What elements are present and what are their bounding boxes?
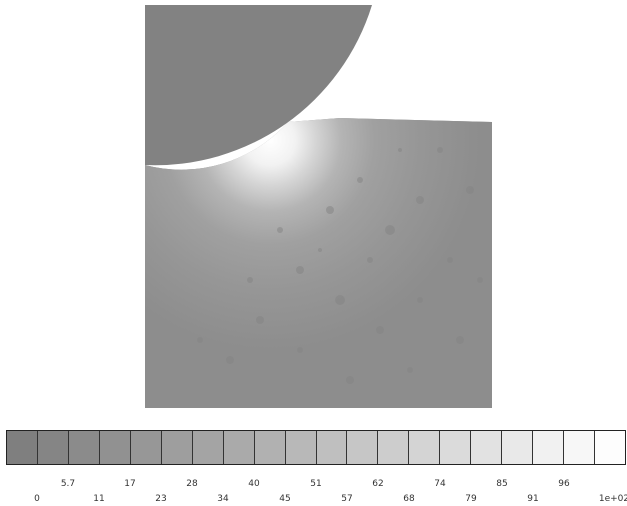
colorbar-swatch <box>161 431 193 464</box>
colorbar-tick-label: 51 <box>310 479 322 489</box>
colorbar-swatch <box>192 431 224 464</box>
colorbar-swatch <box>99 431 131 464</box>
contour-plot <box>145 5 492 408</box>
colorbar-tick-label: 57 <box>341 494 353 504</box>
colorbar-tick-label: 62 <box>372 479 384 489</box>
colorbar-tick-label: 45 <box>279 494 291 504</box>
colorbar-swatch <box>440 431 472 464</box>
colorbar-tick-label: 0 <box>34 494 40 504</box>
colorbar-swatch <box>595 431 626 464</box>
colorbar-swatch <box>68 431 100 464</box>
colorbar-tick-label: 11 <box>93 494 105 504</box>
colorbar-swatch <box>316 431 348 464</box>
colorbar-swatch <box>347 431 379 464</box>
colorbar-tick-labels: 0 5.7 11 17 23 28 34 40 45 51 57 62 68 74 79 85 91 96 1e+0… <box>0 470 627 506</box>
colorbar-tick-label: 40 <box>248 479 260 489</box>
circular-inclusion <box>145 5 372 166</box>
colorbar-tick-label: 91 <box>527 494 539 504</box>
colorbar-tick-label: 1e+02 <box>598 494 627 504</box>
colorbar-tick-label: 28 <box>186 479 198 489</box>
colorbar-swatch <box>409 431 441 464</box>
colorbar-tick-label: 17 <box>124 479 136 489</box>
colorbar-tick-label: 96 <box>558 479 570 489</box>
colorbar-tick-label: 74 <box>434 479 446 489</box>
colorbar-swatch <box>285 431 317 464</box>
colorbar <box>6 430 626 465</box>
colorbar-swatch <box>502 431 534 464</box>
colorbar-tick-label: 68 <box>403 494 415 504</box>
colorbar-swatch <box>37 431 69 464</box>
mesh-artifacts <box>197 147 483 384</box>
colorbar-tick-label: 23 <box>155 494 167 504</box>
colorbar-swatch <box>130 431 162 464</box>
colorbar-swatch <box>223 431 255 464</box>
colorbar-tick-label: 5.7 <box>60 479 76 489</box>
colorbar-tick-label: 85 <box>496 479 508 489</box>
colorbar-swatch <box>533 431 565 464</box>
colorbar-swatch <box>564 431 596 464</box>
colorbar-swatch <box>254 431 286 464</box>
colorbar-tick-label: 34 <box>217 494 229 504</box>
colorbar-swatch <box>471 431 503 464</box>
colorbar-swatch <box>7 431 38 464</box>
colorbar-swatch <box>378 431 410 464</box>
colorbar-tick-label: 79 <box>465 494 477 504</box>
